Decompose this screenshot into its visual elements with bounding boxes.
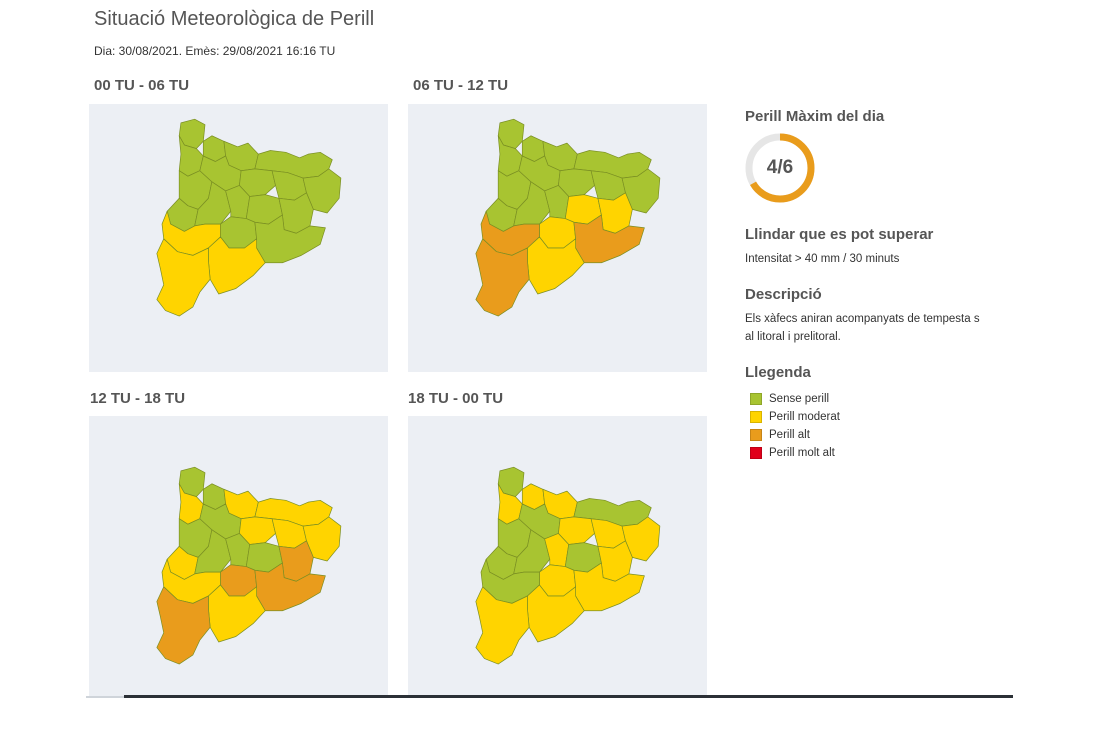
- legend-swatch: [750, 393, 762, 405]
- max-danger-gauge: 4/6: [744, 132, 816, 204]
- description-text: Els xàfecs aniran acompanyats de tempest…: [745, 310, 1013, 346]
- panel-label-06-12: 06 TU - 12 TU: [413, 77, 509, 94]
- legend-item-molt-alt: Perill molt alt: [750, 444, 840, 462]
- legend-label: Perill molt alt: [769, 447, 835, 459]
- legend-swatch: [750, 447, 762, 459]
- legend-swatch: [750, 429, 762, 441]
- legend-label: Sense perill: [769, 393, 830, 405]
- comarca-region[interactable]: [475, 238, 530, 317]
- panel-label-00-06: 00 TU - 06 TU: [94, 77, 190, 94]
- panel-label-18-00: 18 TU - 00 TU: [408, 390, 504, 407]
- page-title: Situació Meteorològica de Perill: [94, 8, 375, 30]
- bottom-divider: [124, 695, 1013, 698]
- legend-swatch: [750, 411, 762, 423]
- legend-item-sense: Sense perill: [750, 390, 840, 408]
- legend-item-alt: Perill alt: [750, 426, 840, 444]
- catalonia-map: [156, 466, 342, 665]
- catalonia-map: [475, 118, 661, 317]
- map-panel-12-18[interactable]: [89, 416, 388, 696]
- catalonia-map: [475, 466, 661, 665]
- max-danger-value: 4/6: [766, 157, 794, 178]
- legend-heading: Llegenda: [745, 364, 811, 381]
- issue-date: Dia: 30/08/2021. Emès: 29/08/2021 16:16 …: [94, 44, 336, 58]
- max-danger-heading: Perill Màxim del dia: [745, 108, 885, 125]
- threshold-text: Intensitat > 40 mm / 30 minuts: [745, 253, 900, 265]
- bottom-divider-light: [86, 696, 126, 698]
- map-panel-06-12[interactable]: [408, 104, 707, 372]
- gauge-arc: [745, 133, 815, 203]
- description-line-2: al litoral i prelitoral.: [745, 331, 841, 343]
- panel-label-12-18: 12 TU - 18 TU: [90, 390, 186, 407]
- comarca-region[interactable]: [475, 586, 530, 665]
- threshold-heading: Llindar que es pot superar: [745, 226, 934, 243]
- legend-label: Perill alt: [769, 429, 810, 441]
- comarca-region[interactable]: [156, 586, 211, 665]
- map-panel-18-00[interactable]: [408, 416, 707, 696]
- comarca-region[interactable]: [156, 238, 211, 317]
- legend-item-moderat: Perill moderat: [750, 408, 840, 426]
- map-panel-00-06[interactable]: [89, 104, 388, 372]
- legend-label: Perill moderat: [769, 411, 840, 423]
- description-heading: Descripció: [745, 286, 822, 303]
- description-line-1: Els xàfecs aniran acompanyats de tempest…: [745, 313, 980, 325]
- legend: Sense perill Perill moderat Perill alt P…: [750, 390, 840, 462]
- catalonia-map: [156, 118, 342, 317]
